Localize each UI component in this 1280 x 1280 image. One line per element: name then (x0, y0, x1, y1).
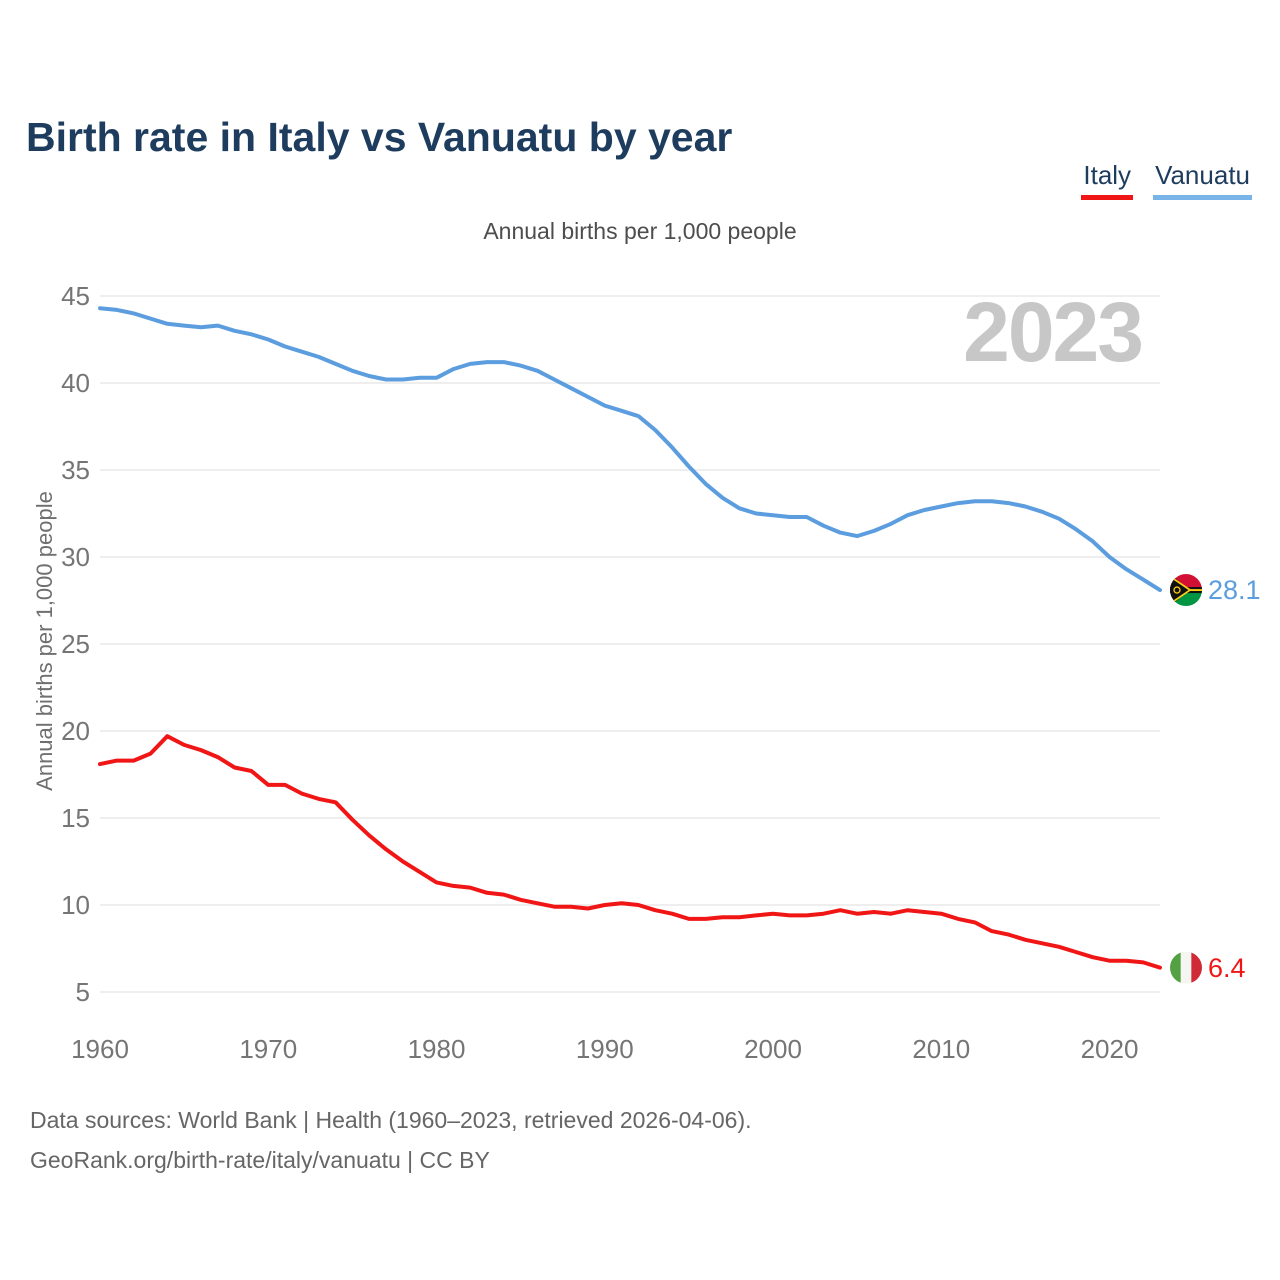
x-tick-2000: 2000 (744, 1034, 802, 1064)
y-tick-10: 10 (61, 890, 90, 920)
vanuatu-flag-icon (1170, 574, 1202, 607)
legend: Italy Vanuatu (1081, 160, 1252, 200)
y-tick-15: 15 (61, 803, 90, 833)
y-tick-45: 45 (61, 281, 90, 311)
x-tick-2020: 2020 (1080, 1034, 1139, 1064)
italy-flag-icon (1170, 951, 1202, 984)
y-tick-20: 20 (61, 716, 90, 746)
vanuatu-end-value: 28.1 (1208, 575, 1261, 606)
y-tick-35: 35 (61, 455, 90, 485)
y-tick-5: 5 (75, 977, 90, 1007)
x-tick-1980: 1980 (407, 1034, 466, 1064)
vanuatu-line (98, 306, 1162, 593)
footer-link-line: GeoRank.org/birth-rate/italy/vanuatu | C… (30, 1147, 490, 1173)
y-tick-40: 40 (61, 368, 90, 398)
italy-line (98, 734, 1162, 970)
y-tick-30: 30 (61, 542, 90, 572)
page-title: Birth rate in Italy vs Vanuatu by year (26, 114, 733, 161)
legend-item-italy[interactable]: Italy (1081, 160, 1134, 200)
chart-subtitle: Annual births per 1,000 people (483, 218, 797, 244)
watermark-year: 2023 (963, 285, 1144, 379)
footer-source-line: Data sources: World Bank | Health (1960–… (30, 1107, 752, 1133)
x-tick-1970: 1970 (239, 1034, 298, 1064)
x-tick-1960: 1960 (71, 1034, 129, 1064)
footer: Data sources: World Bank | Health (1960–… (30, 1100, 752, 1180)
x-tick-1990: 1990 (575, 1034, 634, 1064)
x-tick-2010: 2010 (912, 1034, 971, 1064)
italy-end-value: 6.4 (1208, 952, 1246, 983)
legend-item-vanuatu[interactable]: Vanuatu (1153, 160, 1252, 200)
y-tick-25: 25 (61, 629, 90, 659)
